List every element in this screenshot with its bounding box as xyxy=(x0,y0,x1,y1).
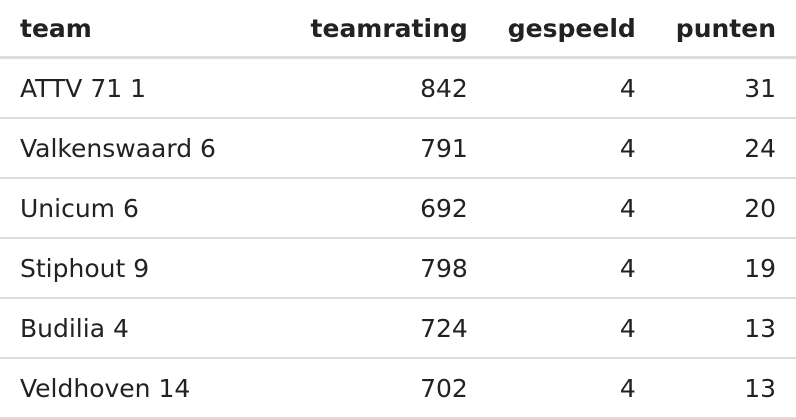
table-cell: 702 xyxy=(270,358,488,419)
table-cell: 791 xyxy=(270,118,488,179)
column-header: punten xyxy=(655,0,796,59)
table-cell: 4 xyxy=(487,118,656,179)
table-row: ATTV 71 1 842 4 31 xyxy=(0,57,796,119)
table-row: Veldhoven 14 702 4 13 xyxy=(0,358,796,419)
table-cell: Stiphout 9 xyxy=(0,238,271,299)
table-cell: 13 xyxy=(655,298,796,359)
table-cell: Budilia 4 xyxy=(0,298,271,359)
table-cell: 724 xyxy=(270,298,488,359)
table-cell: 24 xyxy=(655,118,796,179)
header-row: team teamrating gespeeld punten xyxy=(0,0,796,59)
table-cell: 4 xyxy=(487,358,656,419)
table-cell: Unicum 6 xyxy=(0,178,271,239)
table-cell: 13 xyxy=(655,358,796,419)
table-cell: 19 xyxy=(655,238,796,299)
table-row: Valkenswaard 6 791 4 24 xyxy=(0,118,796,179)
column-header: team xyxy=(0,0,271,59)
column-header: teamrating xyxy=(270,0,488,59)
table-cell: ATTV 71 1 xyxy=(0,57,271,119)
table-cell: 31 xyxy=(655,57,796,119)
table-cell: Valkenswaard 6 xyxy=(0,118,271,179)
table-cell: Veldhoven 14 xyxy=(0,358,271,419)
table-cell: 20 xyxy=(655,178,796,239)
table-row: Unicum 6 692 4 20 xyxy=(0,178,796,239)
table-cell: 692 xyxy=(270,178,488,239)
column-header: gespeeld xyxy=(487,0,656,59)
table-cell: 798 xyxy=(270,238,488,299)
table-cell: 4 xyxy=(487,178,656,239)
table-cell: 4 xyxy=(487,238,656,299)
table-body: ATTV 71 1 842 4 31 Valkenswaard 6 791 4 24 Unicu… xyxy=(0,57,796,419)
table-cell: 4 xyxy=(487,57,656,119)
table-cell: 842 xyxy=(270,57,488,119)
table-row: Stiphout 9 798 4 19 xyxy=(0,238,796,299)
table-row: Budilia 4 724 4 13 xyxy=(0,298,796,359)
table-cell: 4 xyxy=(487,298,656,359)
